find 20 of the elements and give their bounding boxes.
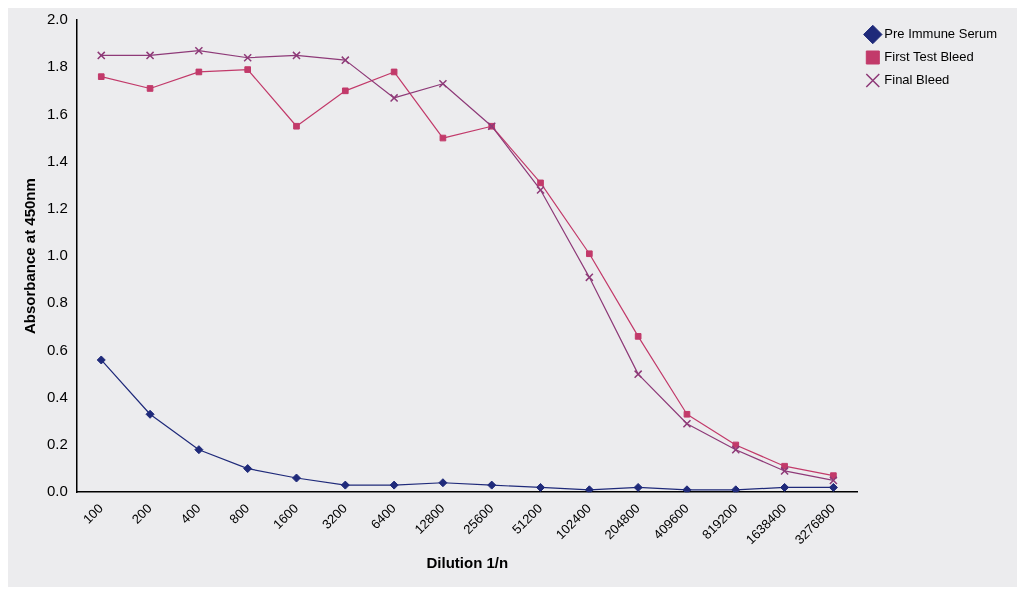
y-tick-label: 0.8 (46, 293, 68, 311)
legend-label: Final Bleed (884, 72, 950, 88)
y-tick-label: 1.4 (46, 151, 68, 169)
x-tick-label: 200 (128, 500, 155, 527)
y-tick-label: 0.6 (46, 340, 68, 358)
legend-label: First Test Bleed (884, 49, 974, 65)
y-tick-label: 2.0 (46, 10, 68, 28)
x-tick-label: 100 (79, 500, 106, 527)
y-tick-label: 0.0 (46, 482, 68, 500)
y-tick-label: 0.2 (46, 435, 68, 453)
y-axis-title: Absorbance at 450nm (21, 178, 39, 335)
y-tick-label: 0.4 (46, 387, 68, 405)
x-tick-label: 400 (177, 500, 204, 527)
legend-label: Pre Immune Serum (884, 26, 997, 42)
y-tick-label: 1.0 (46, 246, 68, 264)
x-tick-label: 800 (226, 500, 253, 527)
y-tick-label: 1.8 (46, 57, 68, 75)
x-axis-title: Dilution 1/n (426, 554, 509, 572)
y-tick-label: 1.6 (46, 104, 68, 122)
y-tick-label: 1.2 (46, 199, 68, 217)
